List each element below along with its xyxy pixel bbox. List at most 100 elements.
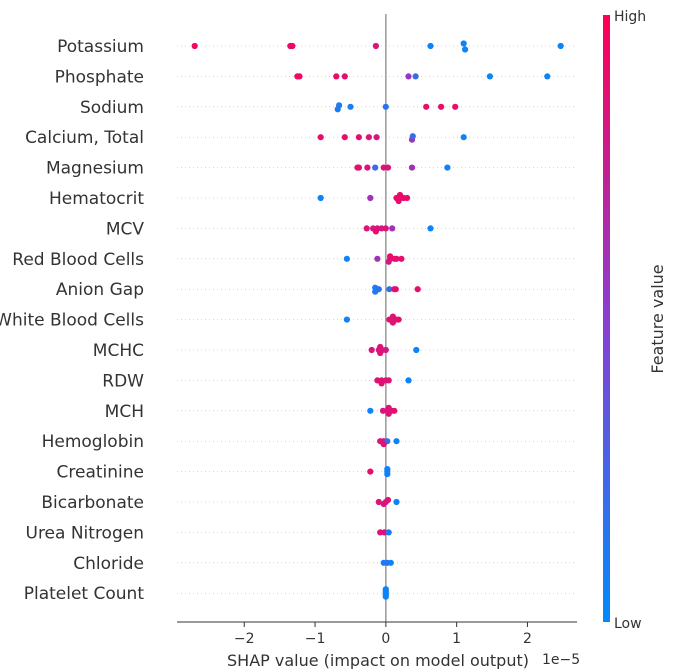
shap-point bbox=[393, 438, 400, 445]
shap-point bbox=[365, 134, 372, 141]
shap-point bbox=[396, 191, 404, 199]
shap-point bbox=[374, 255, 381, 262]
shap-point bbox=[372, 164, 379, 171]
feature-labels: Potassium Phosphate Sodium Calcium, Total Ma… bbox=[0, 37, 144, 604]
row-guide-lines bbox=[177, 45, 577, 594]
feature-label: Sodium bbox=[80, 98, 144, 118]
x-axis-offset-label: 1e−5 bbox=[542, 652, 580, 668]
colorbar-low-label: Low bbox=[614, 616, 642, 632]
shap-point bbox=[385, 410, 392, 417]
shap-point bbox=[317, 134, 324, 141]
feature-label: Bicarbonate bbox=[41, 493, 144, 513]
feature-label: Creatinine bbox=[57, 463, 144, 483]
shap-point bbox=[364, 164, 371, 171]
x-tick-label: −1 bbox=[305, 631, 326, 647]
shap-point bbox=[393, 255, 400, 262]
shap-point bbox=[486, 73, 493, 80]
colorbar-legend: High Low Feature value bbox=[603, 9, 667, 632]
shap-point bbox=[404, 194, 411, 202]
shap-point bbox=[438, 103, 445, 110]
shap-point bbox=[377, 343, 384, 351]
shap-point bbox=[372, 228, 379, 235]
shap-point bbox=[367, 468, 374, 475]
shap-point bbox=[384, 496, 392, 504]
shap-point bbox=[367, 194, 374, 202]
feature-label: Urea Nitrogen bbox=[26, 523, 145, 543]
feature-label: MCV bbox=[106, 219, 145, 239]
shap-point bbox=[317, 194, 324, 202]
colorbar-gradient bbox=[603, 15, 610, 622]
shap-point bbox=[391, 407, 398, 414]
shap-point bbox=[385, 529, 392, 536]
x-axis-title: SHAP value (impact on model output) bbox=[227, 651, 529, 669]
shap-point bbox=[393, 498, 400, 506]
feature-label: Hematocrit bbox=[49, 189, 144, 209]
shap-point bbox=[373, 134, 380, 141]
shap-point bbox=[381, 529, 388, 536]
shap-point bbox=[392, 286, 399, 293]
feature-label: White Blood Cells bbox=[0, 311, 144, 331]
shap-point bbox=[409, 133, 416, 140]
x-tick-label: −2 bbox=[234, 631, 255, 647]
shap-point bbox=[412, 73, 419, 80]
colorbar-high-label: High bbox=[614, 9, 646, 25]
shap-point bbox=[387, 559, 394, 566]
shap-point bbox=[363, 225, 370, 232]
shap-point bbox=[405, 73, 412, 80]
shap-point bbox=[444, 164, 451, 171]
shap-point bbox=[333, 73, 340, 80]
shap-point bbox=[296, 73, 303, 80]
shap-point bbox=[414, 286, 421, 293]
shap-point bbox=[423, 103, 430, 110]
shap-point bbox=[460, 40, 467, 47]
shap-point bbox=[341, 73, 348, 80]
x-tick-label: 1 bbox=[452, 631, 461, 647]
shap-point bbox=[375, 498, 382, 506]
shap-point bbox=[460, 134, 467, 141]
shap-point bbox=[395, 316, 402, 323]
shap-point bbox=[398, 255, 405, 262]
feature-label: MCH bbox=[105, 402, 144, 422]
shap-point bbox=[389, 313, 396, 320]
colorbar-title: Feature value bbox=[648, 264, 667, 373]
shap-point bbox=[382, 103, 389, 110]
feature-label: Phosphate bbox=[55, 67, 144, 87]
shap-point bbox=[452, 103, 459, 110]
shap-point bbox=[372, 42, 379, 50]
shap-point bbox=[355, 164, 362, 171]
shap-point bbox=[413, 346, 420, 354]
shap-point bbox=[385, 404, 392, 411]
shap-point bbox=[191, 42, 198, 50]
feature-label: RDW bbox=[102, 371, 144, 391]
shap-point bbox=[343, 316, 350, 323]
shap-point bbox=[382, 225, 389, 232]
shap-point bbox=[408, 164, 416, 171]
shap-point bbox=[389, 319, 396, 326]
feature-label: MCHC bbox=[93, 341, 144, 361]
shap-point bbox=[380, 164, 387, 171]
feature-label: Chloride bbox=[73, 554, 144, 574]
shap-point bbox=[386, 286, 393, 293]
x-tick-label: 2 bbox=[523, 631, 532, 647]
shap-point bbox=[367, 407, 374, 414]
shap-points bbox=[191, 40, 564, 600]
feature-label: Potassium bbox=[57, 37, 144, 57]
shap-point bbox=[557, 42, 564, 50]
shap-point bbox=[343, 255, 350, 262]
feature-label: Platelet Count bbox=[24, 584, 145, 604]
feature-label: Calcium, Total bbox=[25, 128, 144, 148]
shap-point bbox=[389, 225, 396, 232]
shap-point bbox=[379, 407, 387, 414]
shap-point bbox=[355, 134, 362, 141]
x-tick-label: 0 bbox=[381, 631, 390, 647]
shap-point bbox=[427, 42, 434, 50]
shap-point bbox=[378, 380, 385, 387]
feature-label: Anion Gap bbox=[56, 280, 144, 300]
shap-point bbox=[405, 377, 412, 384]
shap-point bbox=[375, 286, 382, 293]
x-axis: −2 −1 0 1 2 bbox=[177, 621, 577, 647]
shap-point bbox=[387, 253, 394, 260]
shap-point bbox=[380, 441, 387, 448]
shap-point bbox=[368, 346, 375, 354]
